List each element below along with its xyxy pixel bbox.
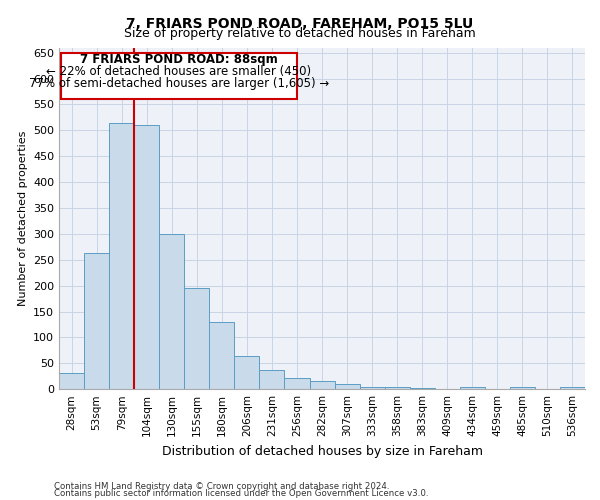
Bar: [209, 322, 235, 389]
Bar: [359, 386, 385, 389]
Bar: [159, 234, 184, 389]
Bar: [560, 386, 585, 389]
Text: Size of property relative to detached houses in Fareham: Size of property relative to detached ho…: [124, 28, 476, 40]
Bar: [385, 387, 410, 389]
Bar: [284, 378, 310, 389]
Text: 7, FRIARS POND ROAD, FAREHAM, PO15 5LU: 7, FRIARS POND ROAD, FAREHAM, PO15 5LU: [127, 18, 473, 32]
Bar: [134, 125, 159, 389]
Bar: [84, 253, 109, 389]
Bar: [485, 388, 510, 389]
Bar: [310, 382, 335, 389]
Bar: [335, 384, 359, 389]
Text: 7 FRIARS POND ROAD: 88sqm: 7 FRIARS POND ROAD: 88sqm: [80, 53, 278, 66]
Y-axis label: Number of detached properties: Number of detached properties: [17, 130, 28, 306]
Bar: [510, 386, 535, 389]
Bar: [410, 388, 435, 389]
Bar: [109, 122, 134, 389]
Bar: [535, 388, 560, 389]
Bar: [184, 288, 209, 389]
Text: Contains HM Land Registry data © Crown copyright and database right 2024.: Contains HM Land Registry data © Crown c…: [54, 482, 389, 491]
Bar: [259, 370, 284, 389]
X-axis label: Distribution of detached houses by size in Fareham: Distribution of detached houses by size …: [161, 444, 482, 458]
Bar: [460, 386, 485, 389]
Text: ← 22% of detached houses are smaller (450): ← 22% of detached houses are smaller (45…: [46, 65, 311, 78]
Text: Contains public sector information licensed under the Open Government Licence v3: Contains public sector information licen…: [54, 490, 428, 498]
Bar: [235, 356, 259, 389]
Text: 77% of semi-detached houses are larger (1,605) →: 77% of semi-detached houses are larger (…: [29, 76, 329, 90]
Bar: [59, 372, 84, 389]
FancyBboxPatch shape: [61, 52, 297, 100]
